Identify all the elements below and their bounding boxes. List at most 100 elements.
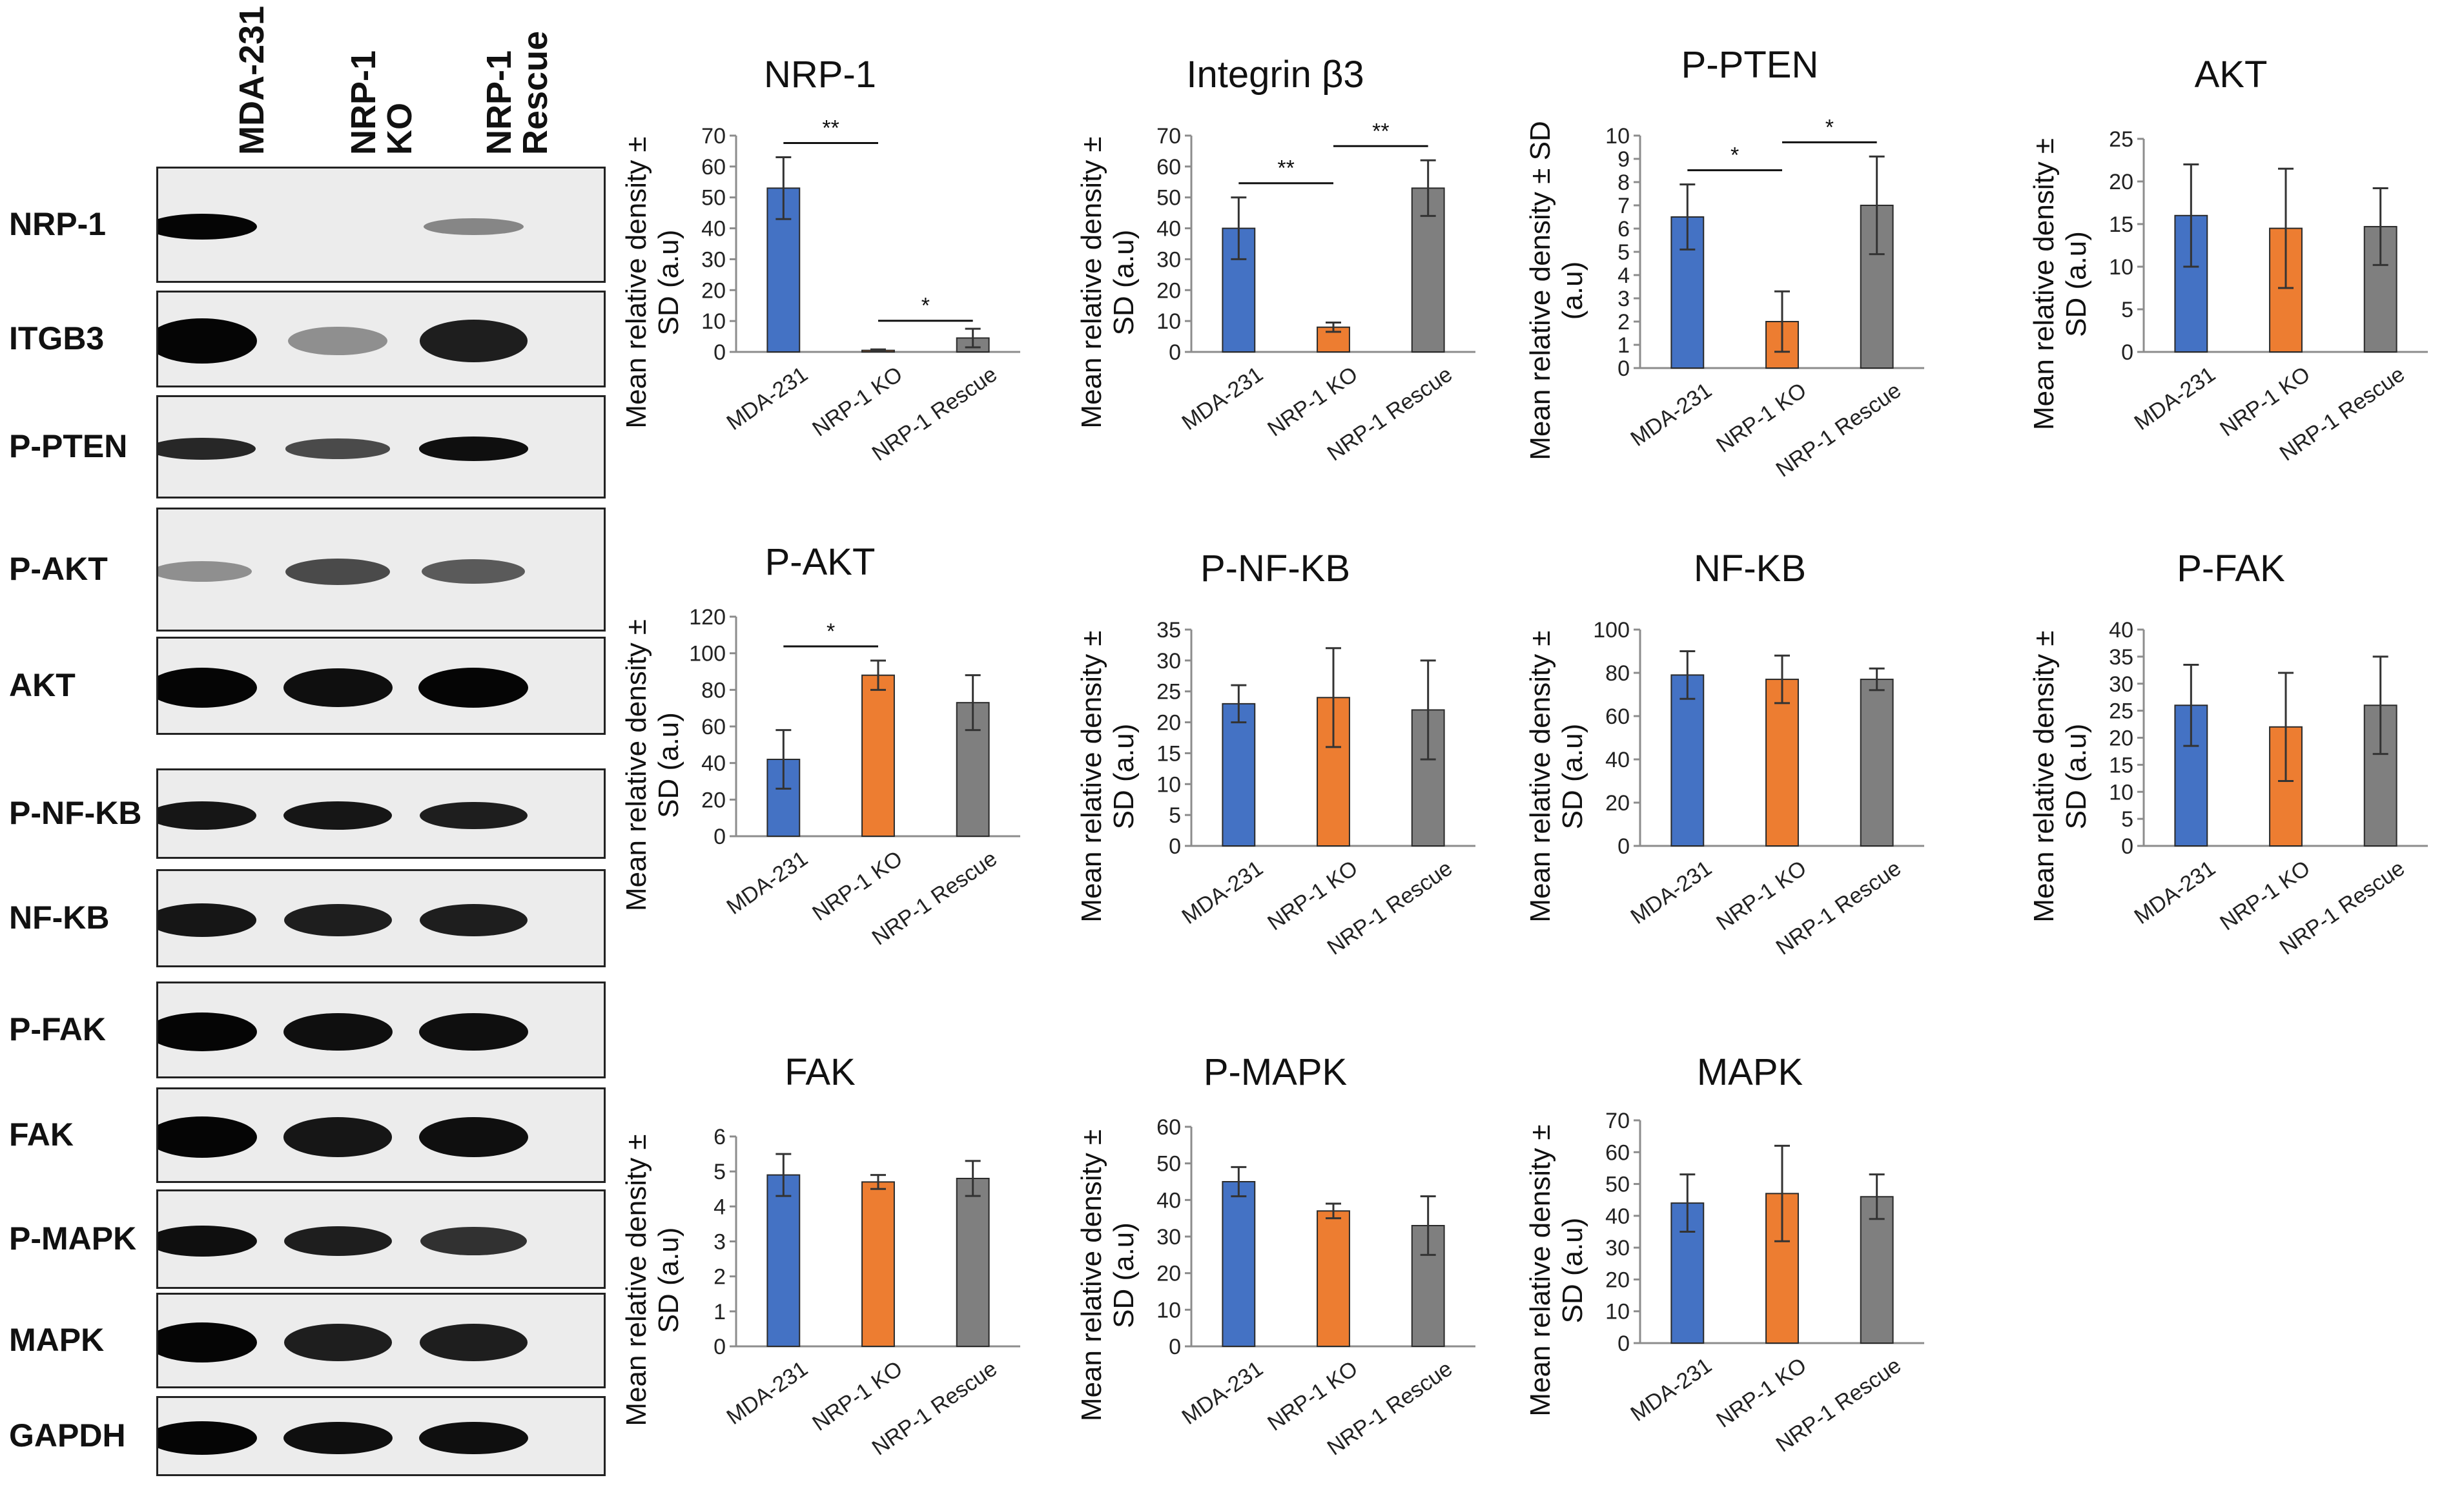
y-axis-label-line: Mean relative density ±: [1076, 1129, 1107, 1421]
y-axis-label-line: Mean relative density ±: [1525, 1124, 1556, 1416]
chart-title: P-FAK: [2177, 548, 2285, 590]
x-tick-label: MDA-231: [2130, 362, 2219, 435]
y-tick-label: 20: [1156, 711, 1181, 735]
significance-label: **: [1277, 156, 1294, 181]
blot-strip: [156, 395, 606, 499]
blot-band: [158, 214, 257, 240]
y-axis-label-line: Mean relative density ±: [621, 136, 652, 428]
chart: P-AKT Mean relative density ±SD (a.u) 0 20 4…: [621, 541, 1020, 951]
chart: P-PTEN Mean relative density ± SD(a.u) 012…: [1525, 44, 1924, 482]
bar: [861, 674, 895, 837]
bar: [1317, 326, 1350, 353]
x-tick-label: MDA-231: [722, 362, 812, 435]
chart: P-MAPK Mean relative density ±SD (a.u) 0 10…: [1076, 1051, 1475, 1461]
blot-label: P-PTEN: [9, 428, 128, 464]
y-tick-label: 70: [1605, 1109, 1630, 1133]
y-tick-label: 40: [1156, 217, 1181, 242]
blot-strip: [156, 508, 606, 632]
y-tick-label: 10: [1156, 309, 1181, 334]
blot-label: MAPK: [9, 1322, 105, 1358]
significance-label: *: [921, 294, 930, 318]
y-tick-label: 70: [701, 124, 726, 149]
y-tick-label: 10: [2109, 255, 2133, 280]
chart: Integrin β3 Mean relative density ±SD (a.…: [1076, 54, 1475, 466]
y-axis-label: Mean relative density ±SD (a.u): [621, 136, 684, 428]
y-axis-label-line: Mean relative density ±: [2028, 630, 2060, 922]
y-tick-label: 10: [1605, 124, 1630, 149]
y-tick-label: 15: [2109, 753, 2133, 777]
blot-band: [158, 1225, 257, 1257]
blot-band: [283, 1226, 392, 1257]
blot-band: [418, 1421, 528, 1455]
y-tick-label: 4: [1617, 263, 1630, 288]
y-axis-label-line: Mean relative density ± SD: [1525, 121, 1556, 460]
y-tick-label: 30: [2109, 672, 2133, 697]
y-tick-label: 60: [701, 155, 726, 180]
chart: P-FAK Mean relative density ±SD (a.u) 0510…: [2028, 548, 2428, 960]
blot-strip: [156, 1087, 606, 1183]
blot-band: [283, 903, 392, 937]
y-axis-label-line: (a.u): [1557, 262, 1588, 320]
blot-strip: [156, 982, 606, 1078]
blot-band: [283, 1012, 393, 1051]
blot-band: [283, 1421, 393, 1455]
x-tick-label: MDA-231: [722, 846, 812, 919]
y-tick-label: 30: [1156, 1225, 1181, 1249]
bar: [956, 1178, 990, 1347]
chart-title: MAPK: [1697, 1051, 1803, 1093]
bar: [1670, 674, 1705, 847]
blot-band: [423, 218, 524, 236]
chart: NF-KB Mean relative density ±SD (a.u) 0 20 4…: [1525, 548, 1924, 960]
y-tick-label: 8: [1617, 170, 1630, 195]
y-tick-label: 9: [1617, 147, 1630, 172]
y-tick-label: 35: [1156, 618, 1181, 642]
blot-label: P-MAPK: [9, 1220, 137, 1257]
y-tick-label: 6: [714, 1125, 726, 1149]
y-tick-label: 10: [1605, 1300, 1630, 1324]
y-tick-label: 80: [1605, 661, 1630, 686]
blot-band: [158, 561, 252, 582]
y-tick-label: 25: [2109, 127, 2133, 152]
blot-band: [158, 668, 257, 708]
chart-title: NRP-1: [764, 54, 876, 96]
y-axis-label-line: SD (a.u): [653, 230, 684, 336]
y-tick-label: 0: [1169, 1335, 1181, 1359]
blot-label: ITGB3: [9, 320, 105, 356]
chart-title: AKT: [2195, 54, 2268, 96]
y-tick-label: 3: [714, 1230, 726, 1255]
y-axis-label-line: SD (a.u): [2060, 724, 2092, 830]
y-tick-label: 25: [1156, 680, 1181, 704]
y-tick-label: 60: [1605, 704, 1630, 729]
chart-title: Integrin β3: [1186, 54, 1364, 96]
blot-label: NF-KB: [9, 899, 110, 936]
blot-band: [158, 903, 256, 937]
y-tick-label: 30: [1156, 649, 1181, 673]
y-tick-label: 10: [1156, 1298, 1181, 1322]
y-tick-label: 0: [2121, 834, 2133, 859]
blot-strip: [156, 1396, 606, 1476]
y-tick-label: 40: [2109, 618, 2133, 642]
y-tick-label: 0: [1617, 834, 1630, 859]
y-tick-label: 60: [1156, 155, 1181, 180]
y-tick-label: 40: [701, 217, 726, 242]
y-axis-label-line: SD (a.u): [1108, 1222, 1140, 1328]
blot-label: GAPDH: [9, 1417, 126, 1454]
x-tick-label: MDA-231: [1177, 1356, 1267, 1429]
y-tick-label: 25: [2109, 699, 2133, 724]
y-axis-label-line: Mean relative density ±: [1525, 630, 1556, 922]
blot-band: [418, 1116, 528, 1158]
blot-strip: [156, 291, 606, 387]
y-tick-label: 0: [1617, 356, 1630, 381]
bar: [766, 1174, 801, 1348]
y-tick-label: 10: [1156, 772, 1181, 797]
y-axis-label-line: SD (a.u): [1557, 724, 1588, 830]
blot-band: [285, 438, 390, 459]
y-tick-label: 0: [714, 1335, 726, 1359]
y-axis-label: Mean relative density ±SD (a.u): [1525, 1124, 1588, 1416]
blot-band: [158, 1012, 257, 1051]
y-tick-label: 0: [714, 340, 726, 365]
y-tick-label: 1: [1617, 333, 1630, 358]
chart-title: FAK: [785, 1051, 856, 1093]
blot-label: P-NF-KB: [9, 795, 142, 831]
